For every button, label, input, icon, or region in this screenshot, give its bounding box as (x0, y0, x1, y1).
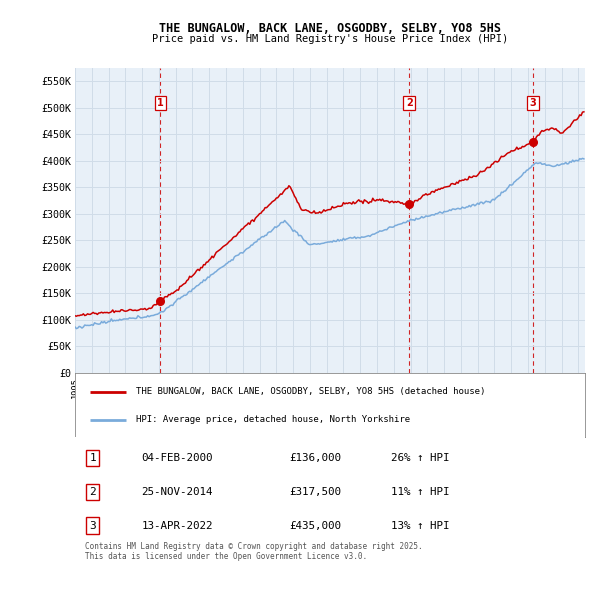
Text: Contains HM Land Registry data © Crown copyright and database right 2025.
This d: Contains HM Land Registry data © Crown c… (85, 542, 423, 561)
Text: £435,000: £435,000 (289, 520, 341, 530)
Text: 1: 1 (157, 98, 164, 108)
Text: 26% ↑ HPI: 26% ↑ HPI (391, 453, 450, 463)
Text: 2: 2 (406, 98, 413, 108)
Text: 04-FEB-2000: 04-FEB-2000 (142, 453, 213, 463)
Text: 13-APR-2022: 13-APR-2022 (142, 520, 213, 530)
Text: THE BUNGALOW, BACK LANE, OSGODBY, SELBY, YO8 5HS (detached house): THE BUNGALOW, BACK LANE, OSGODBY, SELBY,… (136, 387, 485, 396)
Text: THE BUNGALOW, BACK LANE, OSGODBY, SELBY, YO8 5HS: THE BUNGALOW, BACK LANE, OSGODBY, SELBY,… (159, 22, 501, 35)
Text: 11% ↑ HPI: 11% ↑ HPI (391, 487, 450, 497)
Text: £136,000: £136,000 (289, 453, 341, 463)
Text: 3: 3 (529, 98, 536, 108)
Text: 13% ↑ HPI: 13% ↑ HPI (391, 520, 450, 530)
Text: 2: 2 (89, 487, 96, 497)
Text: 1: 1 (89, 453, 96, 463)
Text: 3: 3 (89, 520, 96, 530)
Text: HPI: Average price, detached house, North Yorkshire: HPI: Average price, detached house, Nort… (136, 415, 410, 424)
Text: 25-NOV-2014: 25-NOV-2014 (142, 487, 213, 497)
Text: £317,500: £317,500 (289, 487, 341, 497)
Text: Price paid vs. HM Land Registry's House Price Index (HPI): Price paid vs. HM Land Registry's House … (152, 34, 508, 44)
